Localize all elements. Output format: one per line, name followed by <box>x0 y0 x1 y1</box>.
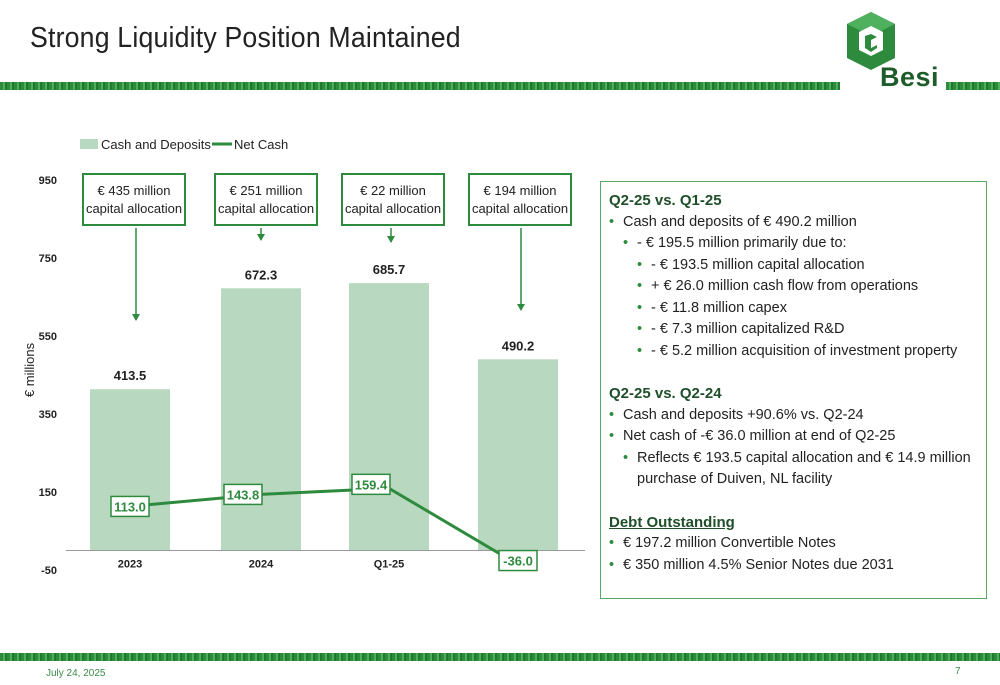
commentary-panel: Q2-25 vs. Q1-25 Cash and deposits of € 4… <box>600 181 987 599</box>
legend-swatch-cash <box>80 139 98 149</box>
net-cash-value-label: 159.4 <box>355 477 388 492</box>
callout-caption: capital allocation <box>217 201 315 216</box>
header-divider <box>0 82 840 90</box>
bullet: - € 5.2 million acquisition of investmen… <box>609 341 978 363</box>
bullet: - € 193.5 million capital allocation <box>609 255 978 277</box>
annotation-arrow-head <box>257 234 265 241</box>
net-cash-value-label: -36.0 <box>503 554 533 569</box>
bar-value-label: 490.2 <box>502 338 535 353</box>
callout-amount: € 194 million <box>483 183 557 198</box>
annotation-arrow-head <box>387 236 395 243</box>
bullet: € 350 million 4.5% Senior Notes due 2031 <box>609 555 978 577</box>
bullet: Cash and deposits of € 490.2 million <box>609 212 978 234</box>
section-title-q2-vs-q1: Q2-25 vs. Q1-25 <box>609 192 722 209</box>
annotation-arrow-head <box>517 304 525 311</box>
bullet: € 197.2 million Convertible Notes <box>609 533 978 555</box>
bullet: - € 7.3 million capitalized R&D <box>609 319 978 341</box>
legend-label-cash: Cash and Deposits <box>101 137 211 152</box>
slide-title: Strong Liquidity Position Maintained <box>30 22 461 54</box>
bar-Q2-25 <box>478 359 558 551</box>
footer-date: July 24, 2025 <box>46 668 106 679</box>
section-title-debt: Debt Outstanding <box>609 513 735 531</box>
y-tick-label: 950 <box>39 175 57 187</box>
bar-labels: 413.5 672.3 685.7 490.2 <box>114 262 535 383</box>
bullet-continuation: purchase of Duiven, NL facility <box>637 471 833 487</box>
bar-value-label: 685.7 <box>373 262 406 277</box>
callout-q1-25: € 22 million capital allocation <box>341 173 445 226</box>
callout-caption: capital allocation <box>471 201 569 216</box>
y-axis-label: € millions <box>22 342 37 397</box>
header-divider-right <box>946 82 1000 90</box>
callout-caption: capital allocation <box>85 201 183 216</box>
x-tick-label: 2023 <box>118 559 142 571</box>
net-cash-value-label: 113.0 <box>114 499 146 514</box>
liquidity-chart: Cash and Deposits Net Cash 950 750 550 350 1… <box>22 137 585 577</box>
net-cash-value-label: 143.8 <box>227 487 260 502</box>
callout-amount: € 22 million <box>360 183 426 198</box>
bar-series <box>90 283 558 551</box>
bar-Q1-25 <box>349 283 429 551</box>
y-tick-label: 350 <box>39 409 57 421</box>
bullet: + € 26.0 million cash flow from operatio… <box>609 276 978 298</box>
footer-divider <box>0 653 1000 661</box>
legend-label-netcash: Net Cash <box>234 137 288 152</box>
x-tick-label: 2024 <box>249 559 274 571</box>
callout-amount: € 251 million <box>229 183 303 198</box>
logo-text: Besi <box>880 62 940 92</box>
net-cash-label-box <box>110 495 150 518</box>
besi-logo-icon <box>847 12 895 70</box>
annotation-arrow-head <box>132 314 140 321</box>
bullet: Reflects € 193.5 capital allocation and … <box>609 448 978 470</box>
annotation-arrows <box>132 228 525 321</box>
callout-2024: € 251 million capital allocation <box>214 173 318 226</box>
section-title-q2-vs-q2: Q2-25 vs. Q2-24 <box>609 385 722 402</box>
bar-2023 <box>90 389 170 551</box>
bullet: Net cash of -€ 36.0 million at end of Q2… <box>609 426 978 448</box>
bullet: - € 11.8 million capex <box>609 298 978 320</box>
bar-2024 <box>221 288 301 551</box>
net-cash-line <box>129 486 519 566</box>
y-axis: 950 750 550 350 150 -50 <box>39 175 57 577</box>
callout-2023: € 435 million capital allocation <box>82 173 186 226</box>
y-tick-label: -50 <box>41 565 57 577</box>
y-tick-label: 550 <box>39 331 57 343</box>
bullet: Cash and deposits +90.6% vs. Q2-24 <box>609 405 978 427</box>
callout-q2-25: € 194 million capital allocation <box>468 173 572 226</box>
net-cash-label-box <box>351 473 391 496</box>
y-tick-label: 150 <box>39 487 57 499</box>
chart-legend: Cash and Deposits Net Cash <box>80 137 288 152</box>
bar-value-label: 672.3 <box>245 267 278 282</box>
net-cash-series: 113.0 143.8 159.4 -36.0 <box>110 473 538 572</box>
bullet: - € 195.5 million primarily due to: <box>609 233 978 255</box>
net-cash-label-box <box>223 483 263 506</box>
net-cash-label-box <box>498 549 538 572</box>
x-tick-label: Q1-25 <box>374 559 405 571</box>
callout-caption: capital allocation <box>344 201 442 216</box>
bar-value-label: 413.5 <box>114 368 147 383</box>
callout-amount: € 435 million <box>97 183 171 198</box>
page-number: 7 <box>955 666 961 677</box>
y-tick-label: 750 <box>39 253 57 265</box>
